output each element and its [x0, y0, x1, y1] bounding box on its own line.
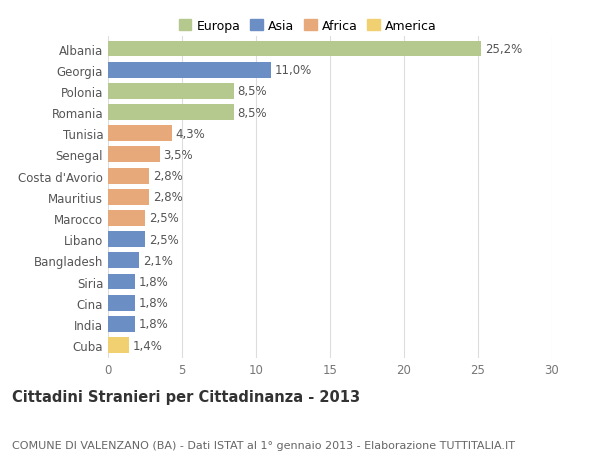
Text: 11,0%: 11,0% [275, 64, 312, 77]
Bar [108, 253, 139, 269]
Bar [108, 41, 481, 57]
Text: 1,8%: 1,8% [139, 275, 168, 288]
Bar [108, 147, 160, 163]
Bar [108, 84, 234, 100]
Bar [108, 62, 271, 78]
Text: 8,5%: 8,5% [238, 106, 267, 119]
Text: 1,4%: 1,4% [133, 339, 162, 352]
Text: COMUNE DI VALENZANO (BA) - Dati ISTAT al 1° gennaio 2013 - Elaborazione TUTTITAL: COMUNE DI VALENZANO (BA) - Dati ISTAT al… [12, 440, 515, 450]
Text: 1,8%: 1,8% [139, 318, 168, 330]
Bar [108, 232, 145, 247]
Text: 1,8%: 1,8% [139, 297, 168, 309]
Text: 25,2%: 25,2% [485, 43, 522, 56]
Text: 4,3%: 4,3% [175, 128, 205, 140]
Bar [108, 105, 234, 121]
Text: 2,8%: 2,8% [153, 191, 183, 204]
Text: 2,5%: 2,5% [149, 233, 178, 246]
Text: 2,8%: 2,8% [153, 170, 183, 183]
Bar [108, 190, 149, 205]
Bar [108, 211, 145, 226]
Bar [108, 168, 149, 184]
Bar [108, 295, 134, 311]
Bar [108, 337, 129, 353]
Legend: Europa, Asia, Africa, America: Europa, Asia, Africa, America [176, 17, 439, 35]
Bar [108, 316, 134, 332]
Bar [108, 126, 172, 142]
Text: Cittadini Stranieri per Cittadinanza - 2013: Cittadini Stranieri per Cittadinanza - 2… [12, 389, 360, 404]
Bar [108, 274, 134, 290]
Text: 2,1%: 2,1% [143, 254, 173, 267]
Text: 2,5%: 2,5% [149, 212, 178, 225]
Text: 3,5%: 3,5% [163, 149, 193, 162]
Text: 8,5%: 8,5% [238, 85, 267, 98]
